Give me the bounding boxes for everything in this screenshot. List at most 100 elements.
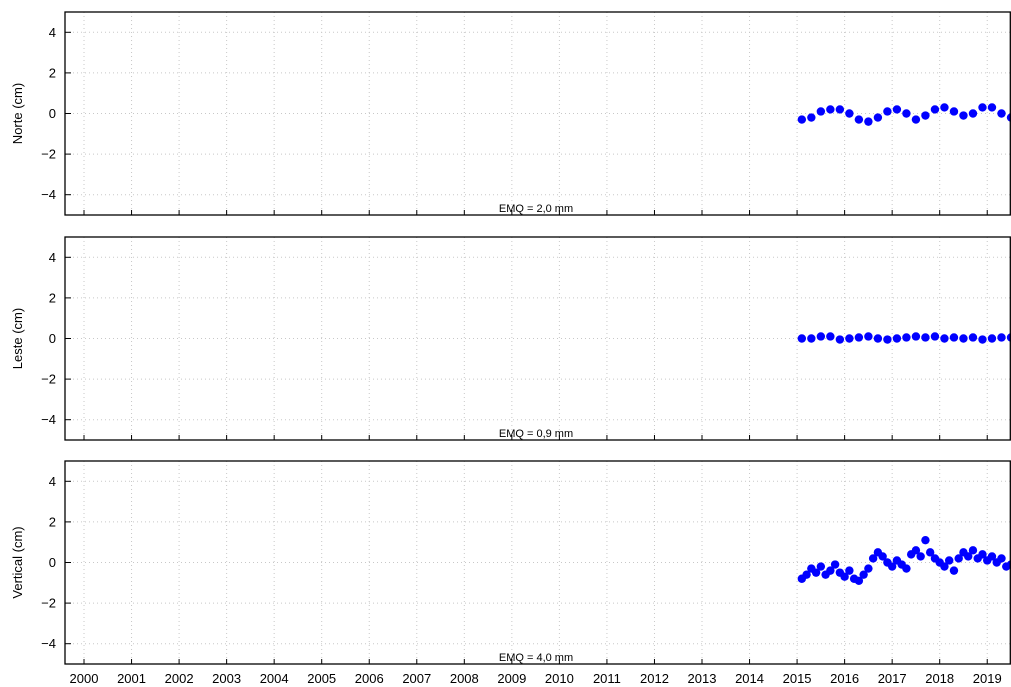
data-point [916, 552, 925, 561]
plot-frame [64, 236, 1011, 441]
y-tick-label: 2 [49, 65, 56, 80]
data-point [854, 576, 864, 585]
panel-2: 4 2 0 −2 −4 Leste (cm) EMQ = 0,9 mm [10, 236, 1011, 441]
data-point [911, 332, 921, 341]
data-point [868, 554, 878, 563]
data-point [887, 562, 897, 571]
x-tick-label: 2017 [878, 671, 907, 686]
emq-annotation: EMQ = 2,0 mm [499, 203, 573, 215]
y-tick-label: −4 [41, 636, 56, 651]
data-point [878, 552, 887, 561]
x-tick-label: 2008 [450, 671, 479, 686]
data-point [835, 105, 845, 114]
x-tick-label: 2003 [212, 671, 241, 686]
data-point [864, 564, 873, 573]
x-tick-label: 2012 [640, 671, 669, 686]
data-point [987, 103, 997, 112]
data-point [968, 333, 978, 342]
data-point [902, 109, 911, 118]
panel-1: 4 2 0 −2 −4 Norte (cm) EMQ = 2,0 mm [10, 11, 1011, 216]
data-point [959, 111, 968, 120]
x-tick-label: 2018 [925, 671, 954, 686]
data-point [830, 560, 840, 569]
x-tick-label: 2019 [973, 671, 1002, 686]
x-tick-label: 2010 [545, 671, 574, 686]
y-tick-label: 0 [49, 331, 56, 346]
x-tick-label: 2014 [735, 671, 764, 686]
y-tick-label: 2 [49, 290, 56, 305]
data-point [911, 115, 921, 124]
data-point [826, 566, 835, 575]
x-tick-label: 2004 [260, 671, 289, 686]
data-point [959, 334, 968, 343]
y-tick-label: 4 [49, 474, 56, 489]
x-tick-label: 2001 [117, 671, 146, 686]
data-point [854, 115, 864, 124]
data-point [902, 564, 911, 573]
data-point [845, 109, 854, 118]
x-tick-label: 2016 [830, 671, 859, 686]
y-axis-label: Leste (cm) [10, 308, 25, 369]
data-point [854, 333, 864, 342]
data-point [964, 552, 973, 561]
data-point [883, 335, 892, 344]
data-point [921, 111, 930, 120]
data-point [997, 109, 1006, 118]
y-tick-label: 4 [49, 25, 56, 40]
x-tick-label: 2002 [165, 671, 194, 686]
y-tick-label: −2 [41, 147, 56, 162]
data-point [987, 552, 997, 561]
plot-frame [64, 460, 1011, 665]
data-point [797, 334, 807, 343]
data-point [892, 334, 902, 343]
x-tick-label: 2007 [402, 671, 431, 686]
data-point [864, 117, 873, 126]
y-tick-label: −4 [41, 187, 56, 202]
x-tick-label: 2005 [307, 671, 336, 686]
y-tick-label: −4 [41, 412, 56, 427]
y-tick-label: −2 [41, 596, 56, 611]
data-point [811, 568, 821, 577]
data-point [845, 566, 854, 575]
x-tick-label: 2015 [783, 671, 812, 686]
x-tick-label: 2011 [593, 671, 621, 686]
y-tick-label: −2 [41, 372, 56, 387]
data-point [807, 113, 816, 122]
data-point [873, 334, 883, 343]
data-point [978, 103, 987, 112]
data-point [859, 570, 868, 579]
data-point [797, 115, 807, 124]
data-point [802, 570, 811, 579]
y-tick-label: 0 [49, 555, 56, 570]
y-tick-label: 0 [49, 106, 56, 121]
data-point [892, 105, 902, 114]
data-point [930, 332, 940, 341]
data-point [911, 546, 921, 555]
data-point [816, 332, 826, 341]
data-point [883, 107, 892, 116]
data-point [930, 105, 940, 114]
data-point [968, 109, 978, 118]
data-point [940, 103, 949, 112]
data-point [949, 107, 959, 116]
data-point [864, 332, 873, 341]
data-point [940, 562, 949, 571]
data-point [997, 554, 1006, 563]
data-point [978, 550, 987, 559]
data-point [925, 548, 935, 557]
plot-frame [64, 11, 1011, 216]
data-point [987, 334, 997, 343]
data-point [816, 562, 826, 571]
data-point [835, 335, 845, 344]
data-point [945, 556, 954, 565]
data-point [873, 113, 883, 122]
x-tick-label: 2006 [355, 671, 384, 686]
data-point [978, 335, 987, 344]
data-point [807, 334, 816, 343]
data-point [949, 333, 959, 342]
emq-annotation: EMQ = 4,0 mm [499, 652, 573, 664]
data-point [826, 332, 835, 341]
data-point [940, 334, 949, 343]
y-tick-label: 4 [49, 250, 56, 265]
